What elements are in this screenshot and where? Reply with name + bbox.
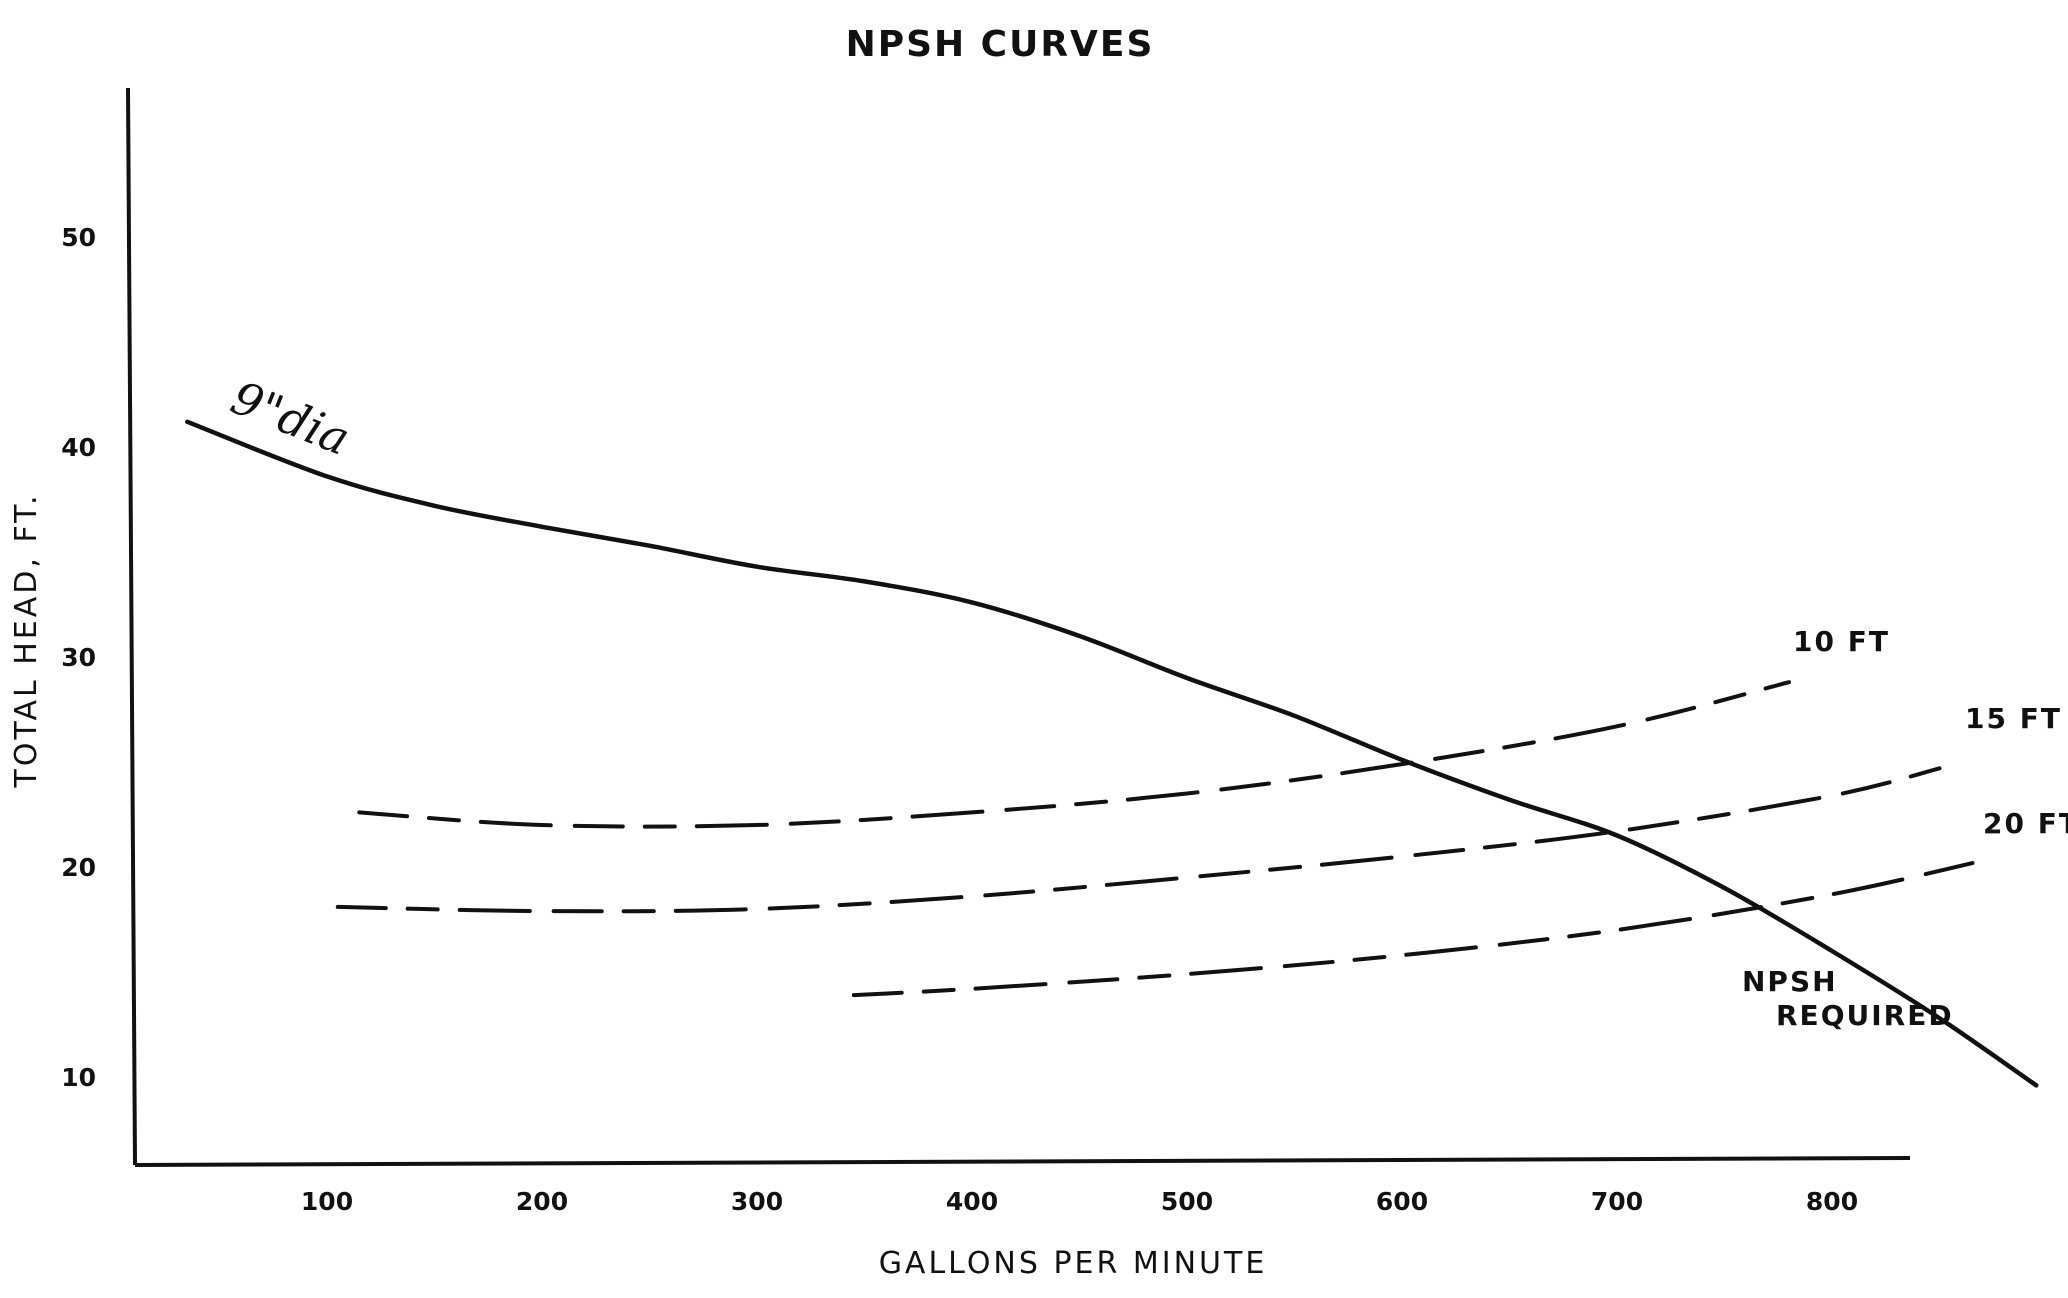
x-tick-label: 200: [516, 1187, 568, 1216]
y-axis-line: [126, 87, 137, 1166]
series-line-3: [851, 858, 1985, 998]
series-line-2: [335, 766, 1942, 914]
y-tick-label: 40: [61, 433, 96, 462]
x-tick-label: 300: [731, 1187, 783, 1216]
x-tick-label: 600: [1376, 1187, 1428, 1216]
series-label-15ft: 15 FT: [1965, 702, 2062, 735]
series-layer: [185, 419, 2039, 1088]
y-axis-label: TOTAL HEAD, FT.: [9, 493, 44, 789]
chart-title: NPSH CURVES: [846, 24, 1155, 65]
x-axis-line: [134, 1156, 1911, 1167]
series-label-20ft: 20 FT: [1983, 807, 2068, 840]
y-tick-label: 50: [61, 223, 96, 252]
x-axis-label: GALLONS PER MINUTE: [879, 1246, 1268, 1281]
npsh-required-label-line1: NPSH: [1742, 965, 1838, 998]
y-tick-label: 10: [61, 1063, 96, 1092]
curve-label-9in-dia: 9"dia: [224, 370, 357, 466]
y-tick-label: 30: [61, 643, 96, 672]
x-tick-label: 100: [301, 1187, 353, 1216]
x-tick-label: 700: [1591, 1187, 1643, 1216]
x-tick-label: 400: [946, 1187, 998, 1216]
y-tick-labels: 10 20 30 40 50: [61, 223, 96, 1092]
series-line-1: [357, 680, 1791, 829]
x-tick-labels: 100 200 300 400 500 600 700 800: [301, 1187, 1858, 1216]
series-label-10ft: 10 FT: [1793, 625, 1890, 658]
y-tick-label: 20: [61, 853, 96, 882]
series-line-0: [185, 419, 2039, 1088]
npsh-required-label-line2: REQUIRED: [1776, 999, 1954, 1032]
x-tick-label: 500: [1161, 1187, 1213, 1216]
x-tick-label: 800: [1806, 1187, 1858, 1216]
